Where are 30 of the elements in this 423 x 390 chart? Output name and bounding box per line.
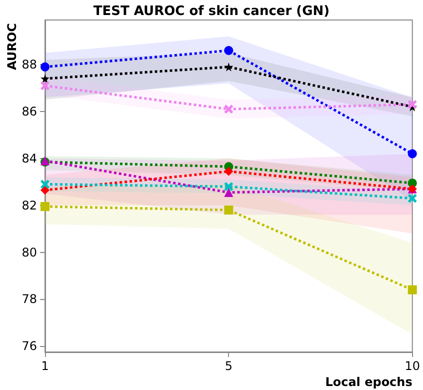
point	[224, 166, 234, 176]
point	[40, 74, 50, 84]
point	[40, 202, 50, 212]
point	[408, 285, 417, 294]
y-tick-label: 82	[22, 198, 37, 212]
y-tick-label: 76	[22, 339, 37, 354]
point	[408, 100, 417, 109]
point	[408, 149, 417, 158]
x-axis-title: Local epochs	[325, 375, 412, 389]
x-tick-label: 5	[224, 359, 233, 373]
point	[408, 194, 417, 203]
x-tick-label: 10	[404, 359, 420, 373]
point	[224, 46, 234, 55]
point	[224, 104, 234, 114]
y-tick-label: 80	[22, 245, 37, 260]
y-tick-label: 88	[22, 58, 37, 72]
point	[224, 188, 234, 197]
point	[40, 81, 50, 90]
point	[224, 182, 234, 192]
y-axis-title: AUROC	[5, 22, 19, 70]
point	[224, 62, 234, 72]
y-tick-label: 78	[22, 292, 37, 306]
chart-title: TEST AUROC of skin cancer (GN)	[93, 4, 330, 19]
x-tick-label: 1	[41, 359, 49, 373]
point	[40, 186, 50, 195]
y-tick-label: 84	[22, 151, 37, 166]
y-tick-label: 86	[22, 104, 37, 119]
point	[40, 62, 50, 72]
point	[224, 206, 234, 215]
point	[40, 180, 50, 189]
